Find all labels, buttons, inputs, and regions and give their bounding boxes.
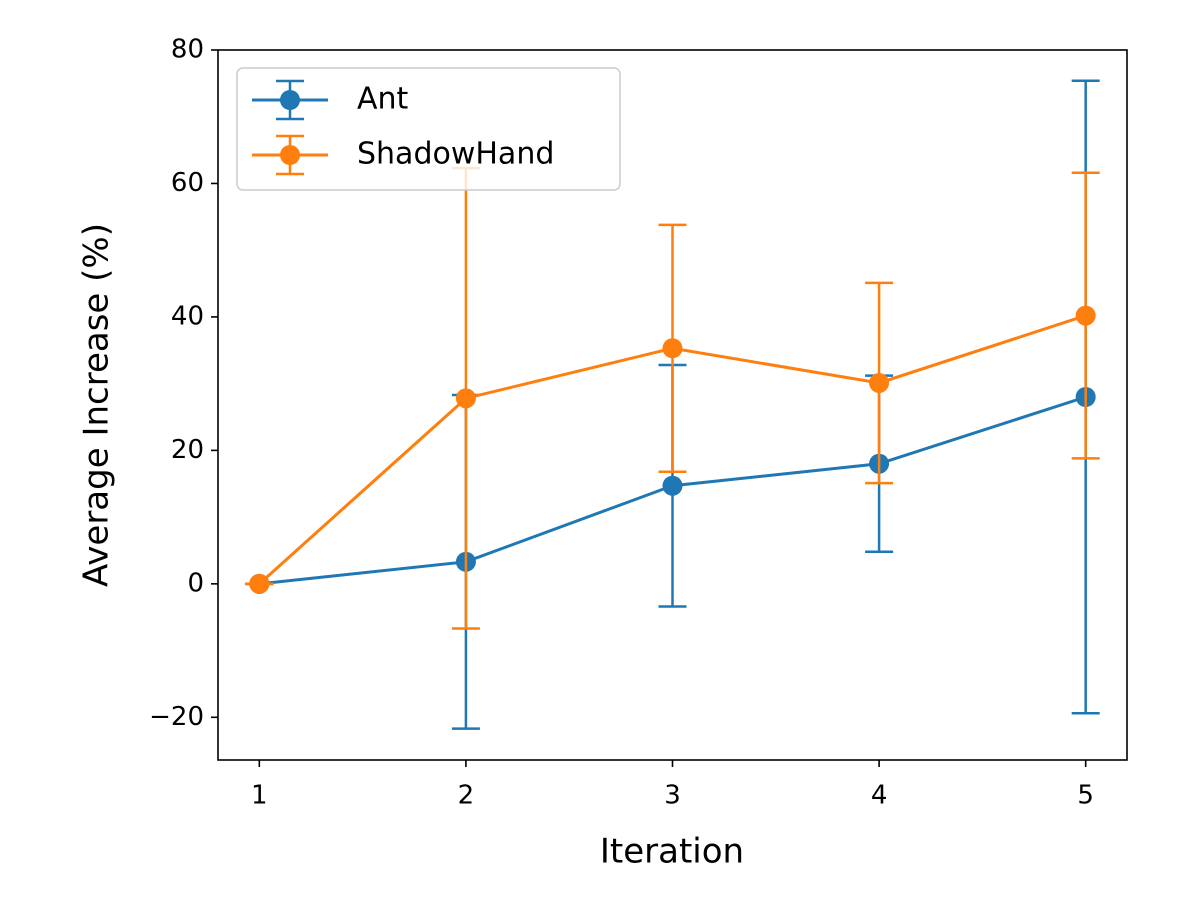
x-tick-label: 4 — [871, 781, 888, 811]
legend-marker — [280, 145, 300, 165]
point — [455, 388, 476, 409]
point — [662, 338, 683, 359]
x-axis-label: Iteration — [600, 832, 744, 872]
legend-box — [236, 67, 621, 191]
y-tick-label: 0 — [187, 568, 204, 598]
point — [249, 573, 270, 594]
x-tick-label: 1 — [251, 781, 268, 811]
y-tick-label: 80 — [171, 35, 204, 65]
y-tick-label: 40 — [171, 301, 204, 331]
y-tick-label: −20 — [149, 702, 204, 732]
point — [869, 372, 890, 393]
x-tick-label: 3 — [664, 781, 681, 811]
plot-frame — [217, 49, 1128, 761]
point — [1075, 305, 1096, 326]
y-axis-label: Average Increase (%) — [77, 223, 117, 587]
x-tick-label: 5 — [1077, 781, 1094, 811]
legend-marker — [280, 90, 300, 110]
y-tick-label: 20 — [171, 435, 204, 465]
legend-label: ShadowHand — [357, 137, 554, 172]
point — [662, 475, 683, 496]
x-tick-label: 2 — [458, 781, 475, 811]
y-tick-label: 60 — [171, 168, 204, 198]
legend-label: Ant — [357, 82, 409, 117]
